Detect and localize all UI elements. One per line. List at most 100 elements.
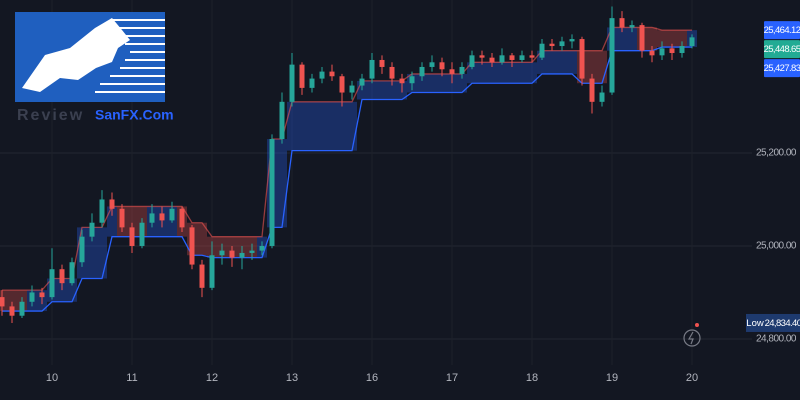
x-tick-label: 19 bbox=[606, 372, 618, 384]
band-segment bbox=[87, 227, 97, 279]
band-segment bbox=[307, 101, 317, 151]
candle-body bbox=[59, 269, 65, 284]
candle-body bbox=[379, 59, 385, 67]
logo-text: SanFX.Com bbox=[95, 107, 174, 123]
band-segment bbox=[347, 101, 357, 151]
x-tick-label: 18 bbox=[526, 372, 538, 384]
candle-body bbox=[229, 250, 235, 258]
band-segment bbox=[657, 30, 667, 48]
band-segment bbox=[67, 278, 77, 302]
candle-body bbox=[489, 57, 495, 63]
band-upper-line bbox=[2, 26, 692, 291]
candle-body bbox=[319, 71, 325, 79]
candle-body bbox=[529, 55, 535, 58]
candle-body bbox=[499, 55, 505, 63]
candle-body bbox=[9, 306, 15, 316]
x-tick-label: 11 bbox=[126, 372, 137, 384]
candle-body bbox=[419, 66, 425, 77]
candle-body bbox=[329, 71, 335, 77]
candle-body bbox=[19, 301, 25, 316]
candle-body bbox=[579, 39, 585, 79]
low-label-value: 24,834.40 bbox=[765, 318, 800, 329]
candle-body bbox=[469, 55, 475, 67]
candle-body bbox=[459, 66, 465, 74]
candle-body bbox=[559, 41, 565, 47]
candle-body bbox=[79, 236, 85, 263]
band-segment bbox=[537, 50, 547, 74]
candle-body bbox=[609, 18, 615, 93]
candle-body bbox=[339, 76, 345, 93]
watermark-logo: Review SanFX.Com bbox=[15, 12, 174, 124]
x-tick-label: 13 bbox=[286, 372, 298, 384]
candle-body bbox=[159, 213, 165, 221]
x-tick-label: 20 bbox=[686, 372, 698, 384]
band-segment bbox=[677, 30, 687, 48]
candle-body bbox=[689, 37, 695, 47]
candle-body bbox=[369, 59, 375, 79]
band-segment bbox=[107, 206, 117, 237]
band-segment bbox=[507, 62, 517, 84]
candle-body bbox=[439, 62, 445, 70]
candle-body bbox=[619, 18, 625, 28]
band-segment bbox=[277, 139, 287, 228]
axis-layer: 24,800.00 25,000.00 25,200.00 10 11 12 13 16 17 1… bbox=[46, 21, 800, 384]
candle-body bbox=[429, 62, 435, 67]
candle-body bbox=[279, 101, 285, 140]
candle-body bbox=[409, 76, 415, 84]
band-segment bbox=[527, 62, 537, 84]
candle-body bbox=[139, 222, 145, 246]
band-segment bbox=[617, 27, 627, 51]
band-segment bbox=[337, 101, 347, 151]
y-tick-label: 25,000.00 bbox=[756, 241, 797, 252]
band-segment bbox=[547, 50, 557, 74]
candle-body bbox=[199, 264, 205, 288]
candle-body bbox=[169, 208, 175, 221]
candle-body bbox=[389, 66, 395, 79]
candle-body bbox=[599, 92, 605, 102]
candle-body bbox=[99, 199, 105, 223]
candle-body bbox=[509, 55, 515, 60]
band-segment bbox=[327, 101, 337, 151]
band-segment bbox=[597, 50, 607, 84]
price-label-box bbox=[764, 40, 800, 59]
band-segment bbox=[457, 73, 467, 93]
band-segment bbox=[317, 101, 327, 151]
band-segment bbox=[487, 62, 497, 84]
band-lower-line bbox=[2, 46, 692, 312]
candle-body bbox=[189, 227, 195, 265]
band-segment bbox=[587, 50, 597, 84]
price-label-box bbox=[764, 59, 800, 78]
candle-body bbox=[109, 199, 115, 209]
candle-body bbox=[129, 227, 135, 246]
candle-body bbox=[69, 262, 75, 284]
candle-body bbox=[539, 43, 545, 58]
low-label-box bbox=[746, 313, 800, 332]
candle-body bbox=[349, 85, 355, 93]
price-label-box bbox=[764, 21, 800, 40]
replay-icon bbox=[683, 323, 701, 347]
band-segment bbox=[387, 80, 397, 100]
candle-body bbox=[29, 292, 35, 302]
band-segment bbox=[647, 27, 657, 51]
candle-body bbox=[399, 78, 405, 84]
candle-body bbox=[89, 222, 95, 237]
candle-body bbox=[309, 78, 315, 88]
band-segment bbox=[7, 290, 17, 312]
candle-body bbox=[249, 250, 255, 253]
candle-body bbox=[269, 139, 275, 246]
y-tick-label: 24,800.00 bbox=[756, 334, 797, 345]
candle-body bbox=[259, 245, 265, 251]
band-segment bbox=[567, 50, 577, 74]
candle-body bbox=[519, 55, 525, 60]
candle-body bbox=[239, 252, 245, 258]
x-tick-label: 10 bbox=[46, 372, 58, 384]
candle-body bbox=[669, 48, 675, 54]
candle-body bbox=[219, 250, 225, 256]
x-tick-label: 16 bbox=[366, 372, 378, 384]
price-label: 25,427.83 bbox=[764, 63, 800, 74]
band-segment bbox=[197, 222, 207, 256]
band-segment bbox=[497, 62, 507, 84]
candle-body bbox=[149, 213, 155, 223]
